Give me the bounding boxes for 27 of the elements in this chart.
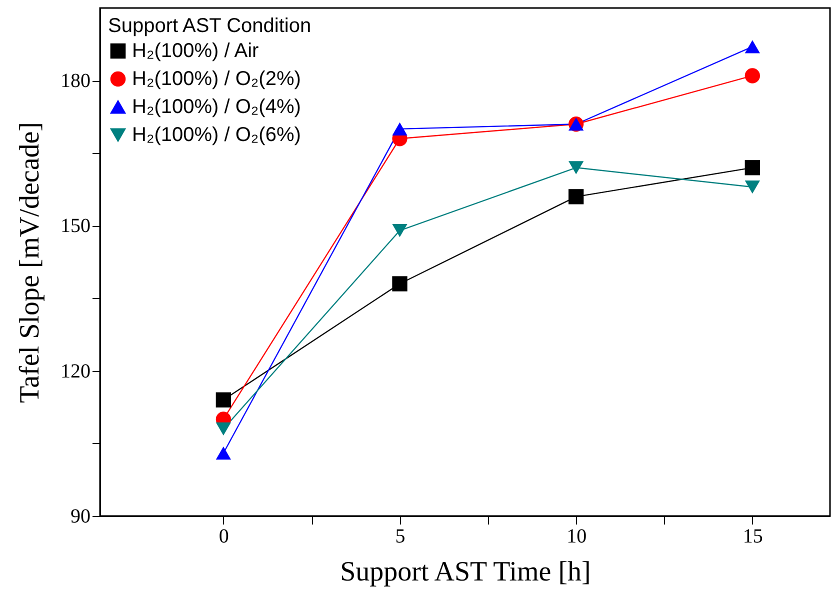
point	[744, 40, 760, 54]
point	[392, 276, 408, 292]
legend-label: H₂(100%) / O₂(2%)	[132, 68, 301, 90]
legend-label: H₂(100%) / O₂(6%)	[132, 124, 301, 146]
point	[392, 122, 408, 136]
point	[744, 180, 760, 194]
point	[744, 68, 760, 84]
x-axis-title: Support AST Time [h]	[340, 556, 591, 588]
point	[568, 189, 584, 204]
point	[216, 392, 232, 408]
y-tick-label: 90	[70, 506, 90, 528]
point	[216, 422, 232, 436]
legend-label: H₂(100%) / O₂(4%)	[132, 96, 301, 118]
x-tick-label: 5	[395, 526, 406, 548]
y-tick-label: 150	[60, 215, 90, 238]
x-tick-label: 0	[218, 526, 229, 548]
y-axis-title: Tafel Slope [mV/decade]	[14, 122, 46, 404]
point	[568, 161, 584, 174]
y-tick-label: 180	[60, 70, 90, 92]
point	[216, 446, 232, 460]
legend-title: Support AST Condition	[108, 15, 312, 37]
y-tick-label: 120	[60, 360, 90, 382]
point	[392, 224, 408, 238]
x-tick-label: 15	[742, 526, 763, 548]
legend-label: H₂(100%) / Air	[132, 40, 260, 62]
point	[744, 160, 760, 176]
x-tick-label: 10	[566, 526, 587, 548]
